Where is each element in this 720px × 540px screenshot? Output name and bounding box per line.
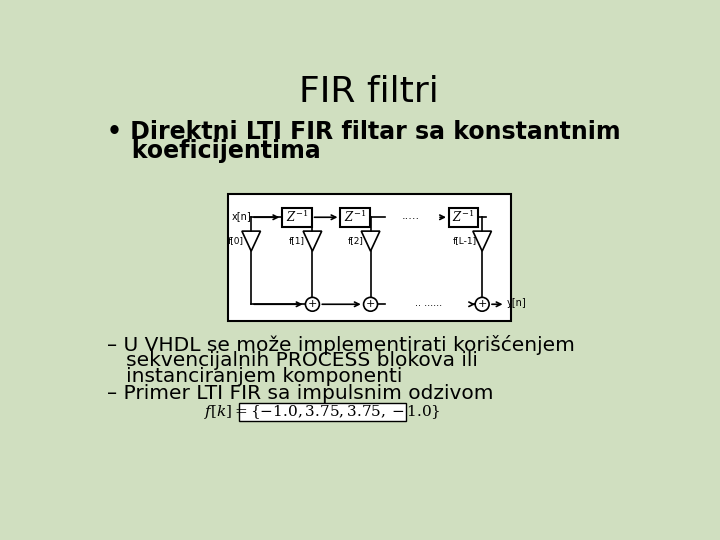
FancyBboxPatch shape (239, 403, 406, 421)
Text: .. ......: .. ...... (415, 298, 442, 308)
Text: $Z^{-1}$: $Z^{-1}$ (286, 210, 308, 225)
Text: f[0]: f[0] (228, 236, 244, 245)
Text: $f[k] = \{-1.0, 3.75, 3.75, -1.0\}$: $f[k] = \{-1.0, 3.75, 3.75, -1.0\}$ (204, 403, 441, 421)
Text: f[L-1]: f[L-1] (453, 236, 477, 245)
Text: • Direktni LTI FIR filtar sa konstantnim: • Direktni LTI FIR filtar sa konstantnim (107, 120, 621, 144)
Text: sekvencijalnih PROCESS blokova ili: sekvencijalnih PROCESS blokova ili (107, 351, 478, 370)
Text: x[n]: x[n] (232, 212, 251, 221)
Polygon shape (242, 231, 261, 251)
Text: $Z^{-1}$: $Z^{-1}$ (452, 210, 474, 225)
Circle shape (364, 298, 377, 311)
FancyBboxPatch shape (282, 208, 312, 226)
FancyBboxPatch shape (341, 208, 370, 226)
Text: +: + (307, 299, 317, 309)
Text: – U VHDL se može implementirati korišćenjem: – U VHDL se može implementirati korišćen… (107, 335, 575, 355)
Text: instanciranjem komponenti: instanciranjem komponenti (107, 367, 402, 387)
Text: y[n]: y[n] (507, 299, 527, 308)
FancyBboxPatch shape (449, 208, 478, 226)
Text: +: + (366, 299, 375, 309)
Text: FIR filtri: FIR filtri (299, 75, 439, 109)
Text: f[1]: f[1] (289, 236, 305, 245)
Text: – Primer LTI FIR sa impulsnim odzivom: – Primer LTI FIR sa impulsnim odzivom (107, 383, 493, 403)
Text: $Z^{-1}$: $Z^{-1}$ (343, 210, 366, 225)
Polygon shape (303, 231, 322, 251)
Circle shape (305, 298, 320, 311)
Text: +: + (477, 299, 487, 309)
Text: .....: ..... (402, 211, 420, 221)
FancyBboxPatch shape (228, 194, 510, 321)
Polygon shape (361, 231, 380, 251)
Text: koeficijentima: koeficijentima (107, 139, 321, 163)
Circle shape (475, 298, 489, 311)
Text: f[2]: f[2] (347, 236, 363, 245)
Polygon shape (473, 231, 492, 251)
